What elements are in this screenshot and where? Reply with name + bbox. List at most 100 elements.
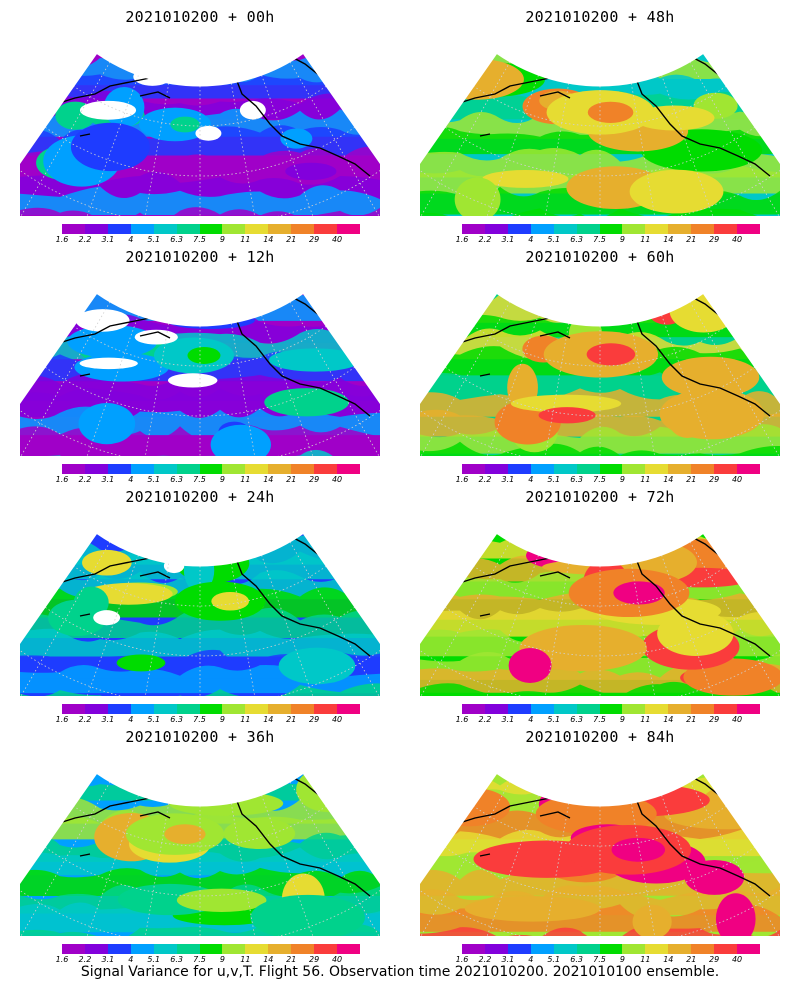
colorbar-swatch — [314, 464, 338, 474]
colorbar-tick-label: 3.1 — [501, 955, 515, 964]
colorbar-tick-label: 2.2 — [78, 475, 92, 484]
colorbar-tick-label: 5.1 — [547, 475, 561, 484]
colorbar-tick-label: 14 — [663, 475, 674, 484]
colorbar-tick-label: 11 — [640, 235, 651, 244]
colorbar-swatch — [462, 944, 485, 954]
colorbar-swatch — [222, 704, 246, 714]
colorbar-swatch — [622, 944, 646, 954]
colorbar-tick-label: 4 — [128, 475, 134, 484]
colorbar-swatch — [222, 224, 246, 234]
colorbar-tick-label: 29 — [309, 475, 320, 484]
colorbar-tick-label: 6.3 — [570, 715, 583, 724]
colorbar-swatch — [714, 464, 738, 474]
variance-map — [420, 52, 780, 216]
colorbar-tick-label: 1.6 — [455, 475, 469, 484]
colorbar-tick-label: 9 — [219, 715, 225, 724]
variance-map — [20, 772, 380, 936]
colorbar-tick-label: 6.3 — [570, 475, 583, 484]
colorbar-tick-label: 5.1 — [147, 475, 161, 484]
colorbar-tick-label: 7.5 — [593, 715, 606, 724]
colorbar-swatch — [337, 704, 360, 714]
colorbar-tick-label: 6.3 — [170, 715, 183, 724]
panel-title: 2021010200 + 00h — [125, 8, 275, 26]
colorbar-swatch — [337, 224, 360, 234]
colorbar-tick-label: 14 — [663, 955, 674, 964]
forecast-panel: 2021010200 + 24h 1.6 2.2 3.1 4 5.1 6.3 7.5 9 11 14… — [0, 480, 400, 724]
colorbar-swatch — [714, 944, 738, 954]
colorbar-swatch — [576, 944, 600, 954]
variance-map — [20, 52, 380, 216]
colorbar-tick-label: 21 — [286, 475, 297, 484]
colorbar — [462, 944, 760, 954]
colorbar-swatch — [130, 944, 154, 954]
colorbar-swatch — [222, 464, 246, 474]
colorbar-tick-label: 1.6 — [55, 955, 69, 964]
variance-map — [20, 532, 380, 696]
colorbar-swatch — [153, 224, 177, 234]
colorbar-tick-label: 6.3 — [570, 955, 583, 964]
colorbar-tick-label: 4 — [528, 235, 534, 244]
colorbar-swatch — [153, 944, 177, 954]
forecast-panel: 2021010200 + 48h 1.6 2.2 3.1 4 5.1 6.3 7.5 9 11 14… — [400, 0, 800, 244]
colorbar-swatch — [553, 944, 577, 954]
forecast-panel: 2021010200 + 12h 1.6 2.2 3.1 4 5.1 6.3 7.5 9 11 14… — [0, 240, 400, 484]
colorbar-swatch — [737, 944, 760, 954]
colorbar-swatch — [553, 224, 577, 234]
colorbar-tick-label: 6.3 — [570, 235, 583, 244]
colorbar-swatch — [645, 704, 669, 714]
colorbar-swatch — [484, 944, 508, 954]
colorbar-tick-label: 1.6 — [455, 235, 469, 244]
colorbar-swatch — [576, 704, 600, 714]
colorbar-tick-label: 1.6 — [455, 715, 469, 724]
colorbar-tick-label: 6.3 — [170, 955, 183, 964]
colorbar-swatch — [737, 704, 760, 714]
colorbar-swatch — [714, 704, 738, 714]
colorbar-swatch — [107, 464, 131, 474]
colorbar — [462, 464, 760, 474]
colorbar-tick-label: 4 — [128, 235, 134, 244]
colorbar-tick-label: 11 — [640, 955, 651, 964]
colorbar-tick-label: 14 — [263, 475, 274, 484]
colorbar-swatch — [530, 704, 554, 714]
colorbar-swatch — [130, 704, 154, 714]
colorbar-swatch — [314, 704, 338, 714]
colorbar-tick-label: 7.5 — [193, 955, 206, 964]
colorbar-tick-label: 9 — [219, 235, 225, 244]
colorbar-tick-label: 2.2 — [78, 955, 92, 964]
colorbar-swatch — [245, 944, 269, 954]
colorbar-tick-label: 1.6 — [55, 475, 69, 484]
colorbar-swatch — [484, 704, 508, 714]
colorbar-tick-label: 5.1 — [547, 955, 561, 964]
colorbar-tick-label: 1.6 — [55, 235, 69, 244]
colorbar-swatch — [199, 944, 223, 954]
colorbar-swatch — [691, 224, 715, 234]
colorbar-tick-label: 40 — [331, 955, 343, 964]
colorbar-swatch — [268, 944, 292, 954]
colorbar-swatch — [691, 944, 715, 954]
colorbar-swatch — [622, 464, 646, 474]
colorbar-tick-label: 40 — [331, 715, 343, 724]
forecast-panel: 2021010200 + 36h 1.6 2.2 3.1 4 5.1 6.3 7.5 9 11 14… — [0, 720, 400, 964]
colorbar-tick-label: 29 — [309, 955, 320, 964]
forecast-panel: 2021010200 + 00h 1.6 2.2 3.1 4 5.1 6.3 7.5 9 11 14… — [0, 0, 400, 244]
colorbar-tick-label: 2.2 — [78, 235, 92, 244]
colorbar-swatch — [622, 704, 646, 714]
colorbar-tick-label: 7.5 — [193, 475, 206, 484]
colorbar-tick-label: 40 — [731, 475, 743, 484]
colorbar-tick-label: 21 — [686, 235, 697, 244]
colorbar-swatch — [337, 944, 360, 954]
colorbar-swatch — [291, 704, 315, 714]
colorbar-swatch — [268, 704, 292, 714]
colorbar-tick-label: 11 — [640, 475, 651, 484]
colorbar-swatch — [291, 464, 315, 474]
panel-title: 2021010200 + 72h — [525, 488, 675, 506]
colorbar-swatch — [84, 464, 108, 474]
colorbar-swatch — [691, 704, 715, 714]
colorbar-tick-label: 14 — [663, 235, 674, 244]
panel-title: 2021010200 + 12h — [125, 248, 275, 266]
colorbar-tick-label: 29 — [309, 235, 320, 244]
colorbar-tick-label: 9 — [219, 475, 225, 484]
colorbar-swatch — [84, 704, 108, 714]
colorbar-swatch — [153, 464, 177, 474]
colorbar-tick-label: 5.1 — [547, 715, 561, 724]
